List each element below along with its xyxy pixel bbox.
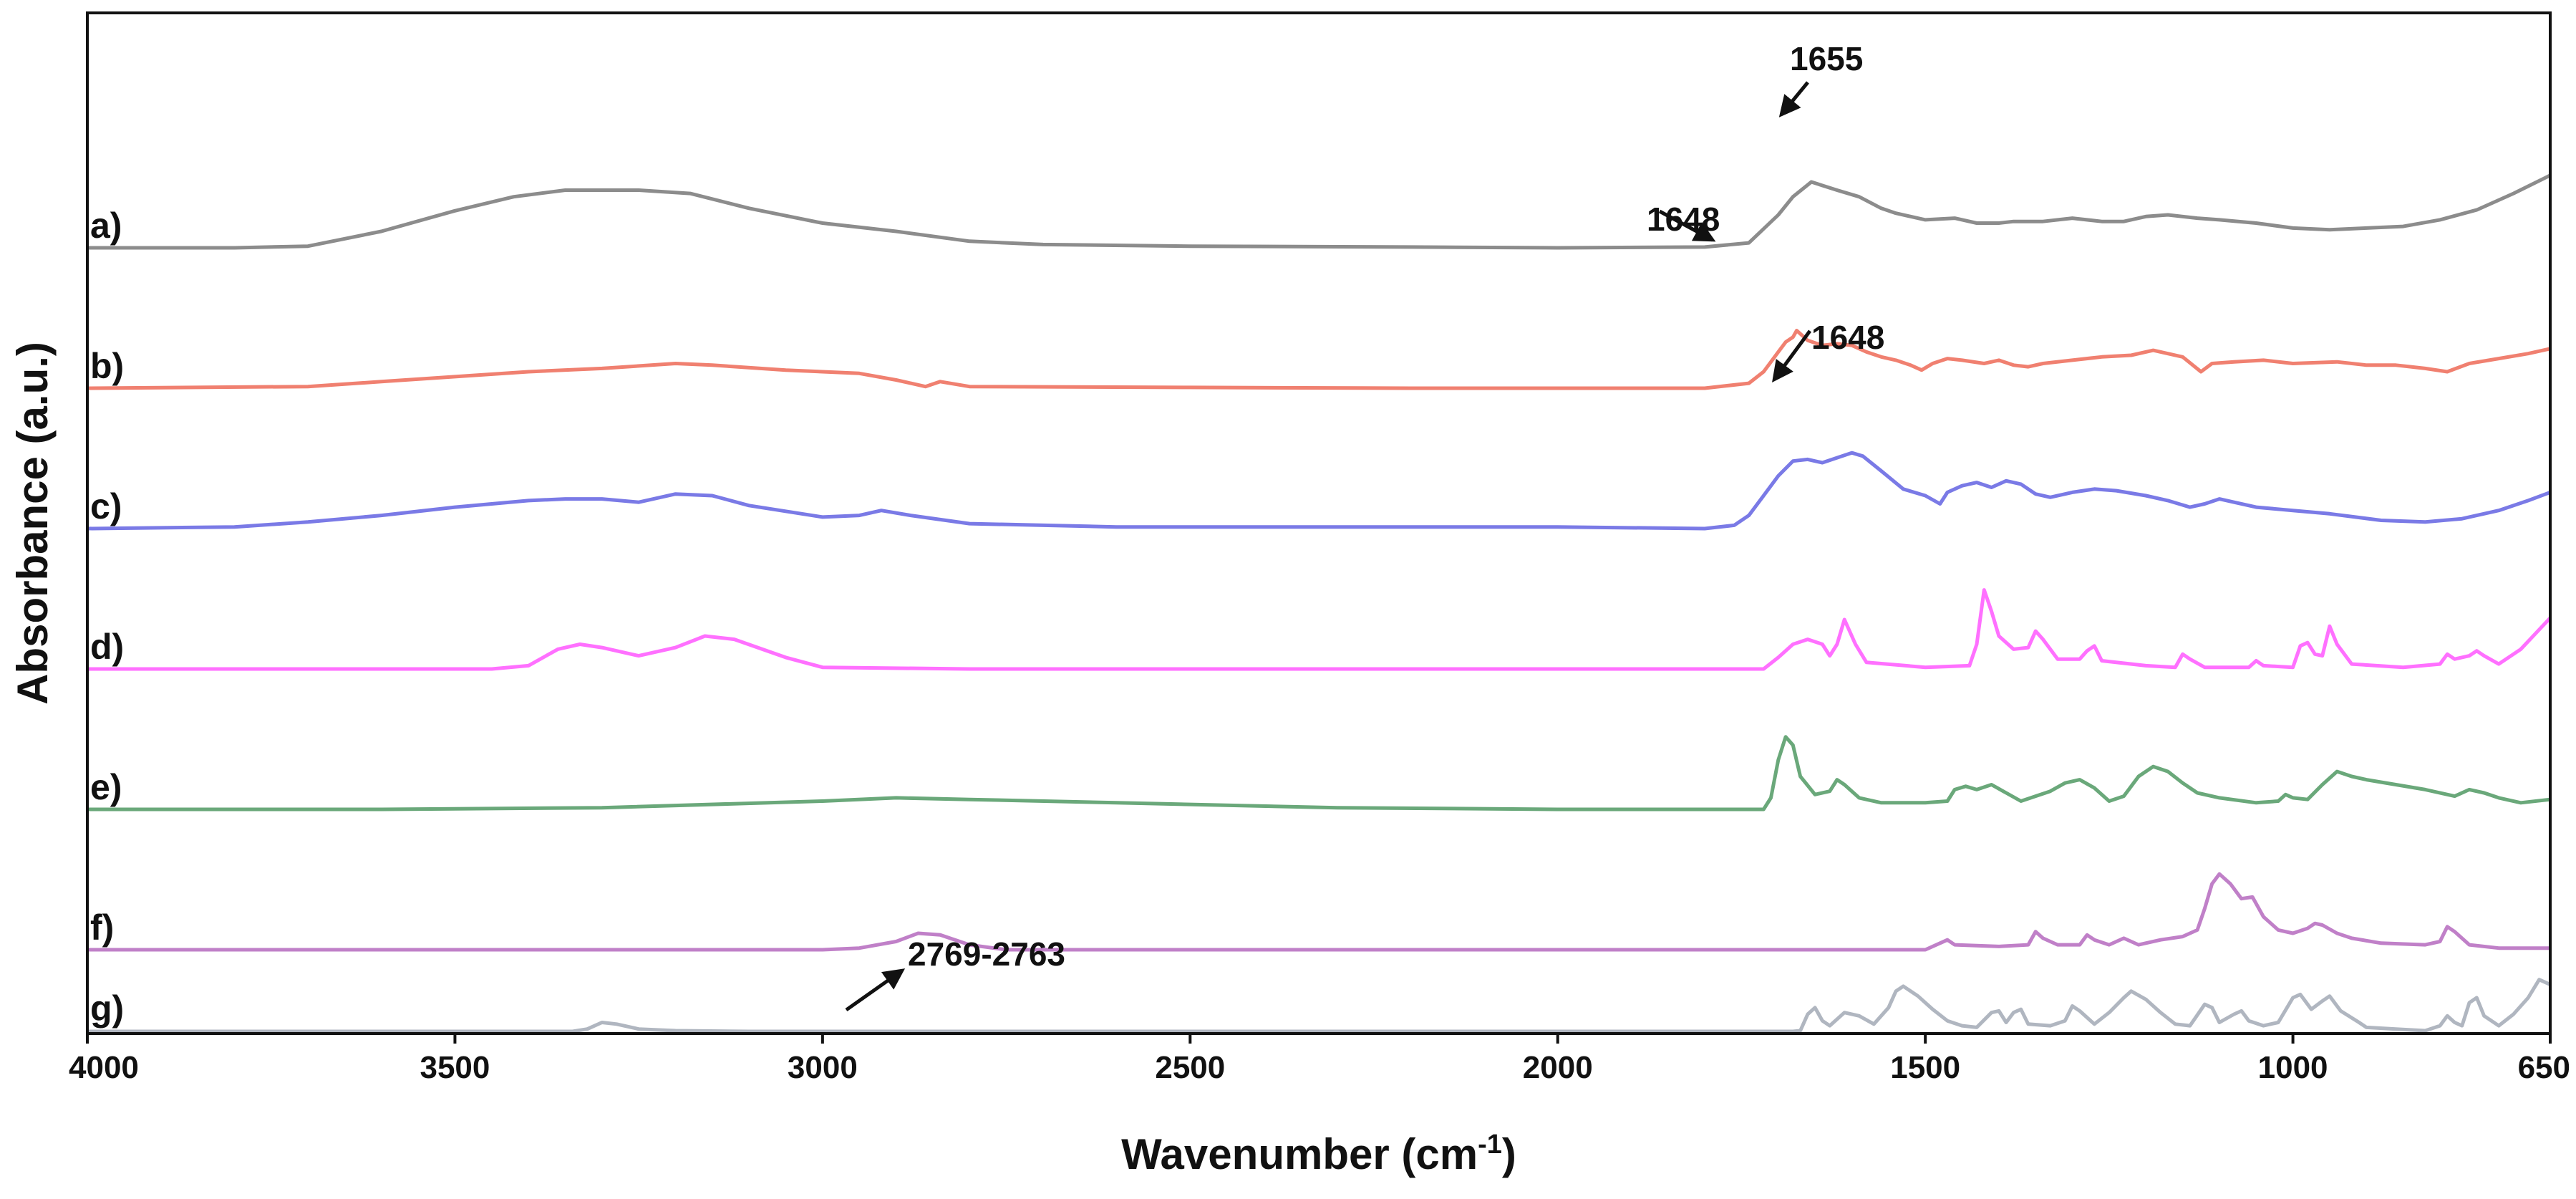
series-label-f: f) <box>90 907 114 948</box>
series-label-c: c) <box>90 486 122 526</box>
series-line-g <box>87 978 2552 1034</box>
x-tick-label: 1000 <box>2258 1050 2328 1085</box>
annotation-label-3: 2769-2763 <box>908 935 1065 973</box>
annotation-arrow-2 <box>1772 329 1812 383</box>
annotation-arrow-3 <box>845 968 906 1012</box>
x-tick-label: 2500 <box>1155 1050 1225 1085</box>
series-label-b: b) <box>90 346 124 386</box>
series-line-a <box>87 173 2552 250</box>
annotation-label-0: 1655 <box>1790 40 1863 77</box>
plot-frame <box>86 11 2552 1035</box>
x-tick-label: 2000 <box>1523 1050 1593 1085</box>
x-axis-title-close: ) <box>1502 1130 1516 1178</box>
series-label-g: g) <box>90 988 124 1029</box>
series-line-d <box>87 588 2552 671</box>
annotation-label-2: 1648 <box>1811 319 1884 356</box>
x-tick-layer: 4000 3500 3000 2500 2000 1500 1000 650 <box>69 1034 2570 1085</box>
annotation-label-1: 1648 <box>1647 201 1720 238</box>
x-tick-label: 3500 <box>420 1050 490 1085</box>
series-label-e: e) <box>90 767 122 807</box>
x-tick-label: 3000 <box>788 1050 858 1085</box>
annotation-layer: 1655 1648 1648 2769-2763 <box>845 40 1884 1012</box>
series-label-a: a) <box>90 206 122 246</box>
series-line-c <box>87 451 2551 531</box>
x-tick-label: 650 <box>2518 1050 2570 1085</box>
series-line-f <box>87 872 2550 952</box>
annotation-arrow-0 <box>1778 81 1809 117</box>
y-axis-title: Absorbance (a.u.) <box>9 342 57 705</box>
series-layer <box>87 173 2552 1034</box>
series-line-e <box>87 735 2551 812</box>
x-axis-title-sup: -1 <box>1478 1130 1502 1160</box>
series-label-layer: a) b) c) d) e) f) g) <box>90 206 124 1029</box>
x-tick-label: 1500 <box>1890 1050 1960 1085</box>
series-label-d: d) <box>90 627 124 667</box>
x-axis-title-main: Wavenumber (cm <box>1121 1130 1478 1178</box>
series-line-b <box>87 329 2551 390</box>
x-axis-title: Wavenumber (cm-1) <box>1121 1130 1516 1178</box>
annotation-arrow-1 <box>1658 209 1716 242</box>
x-tick-label: 4000 <box>69 1050 139 1085</box>
